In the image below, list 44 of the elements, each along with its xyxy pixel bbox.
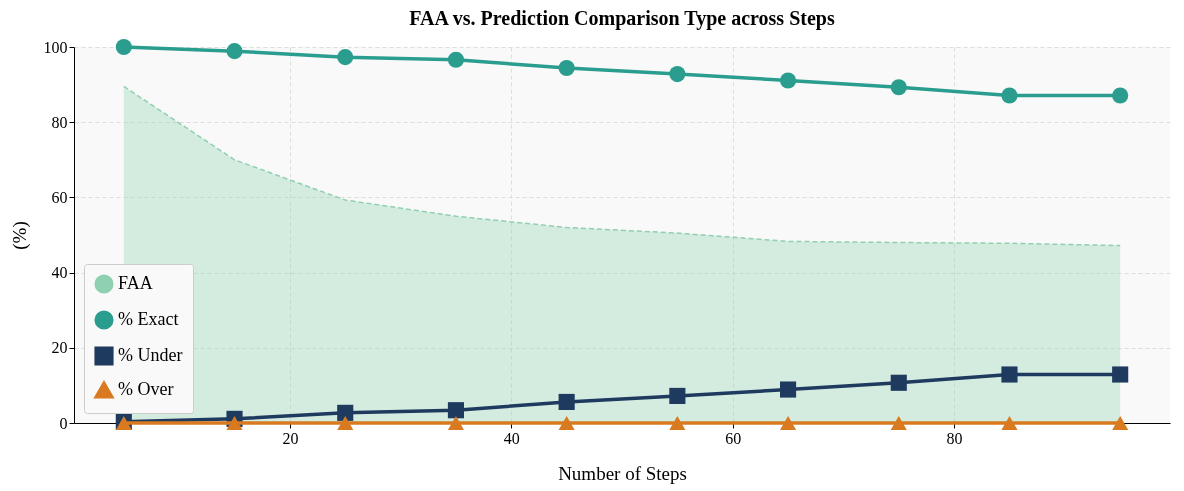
legend-label: % Under xyxy=(118,345,183,365)
point xyxy=(780,72,797,89)
point xyxy=(1112,416,1129,430)
point xyxy=(558,393,575,411)
point xyxy=(669,387,686,404)
x-tick-label: 80 xyxy=(946,429,963,447)
point xyxy=(1001,366,1018,383)
y-tick-label: 20 xyxy=(51,339,68,357)
point xyxy=(337,404,354,421)
point xyxy=(890,79,907,96)
y-tick-label: 80 xyxy=(51,113,68,131)
point xyxy=(558,60,575,77)
point xyxy=(669,416,686,430)
legend-label: FAA xyxy=(118,273,153,293)
point xyxy=(780,381,797,398)
x-tick-label: 60 xyxy=(725,429,742,447)
y-tick-label: 60 xyxy=(51,188,68,206)
point xyxy=(890,416,907,430)
point xyxy=(780,416,797,430)
legend-label: % Exact xyxy=(118,309,179,329)
point xyxy=(1001,416,1018,430)
point xyxy=(1001,87,1018,104)
y-tick-label: 100 xyxy=(43,38,68,56)
y-axis-title: (%) xyxy=(8,221,31,250)
point xyxy=(669,66,686,83)
point xyxy=(115,38,132,56)
x-tick-label: 40 xyxy=(503,429,520,447)
point xyxy=(226,416,243,430)
point xyxy=(337,49,354,66)
point xyxy=(226,43,243,60)
chart-title: FAA vs. Prediction Comparison Type across Steps xyxy=(409,6,835,30)
point xyxy=(1112,87,1129,104)
point xyxy=(447,416,464,430)
point xyxy=(558,416,575,430)
point xyxy=(890,374,907,391)
point xyxy=(1112,366,1129,383)
x-tick-label: 20 xyxy=(282,429,299,447)
point xyxy=(447,402,464,419)
legend-label: % Over xyxy=(118,379,174,399)
y-tick-label: 0 xyxy=(59,414,68,432)
point xyxy=(447,51,464,68)
point xyxy=(337,416,354,430)
x-axis-title: Number of Steps xyxy=(558,462,687,484)
y-tick-label: 40 xyxy=(51,264,68,282)
